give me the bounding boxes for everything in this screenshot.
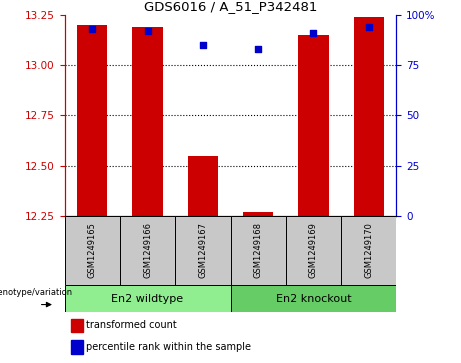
Text: genotype/variation: genotype/variation xyxy=(0,288,72,297)
Text: GSM1249170: GSM1249170 xyxy=(364,223,373,278)
Bar xyxy=(132,26,163,216)
Text: GSM1249169: GSM1249169 xyxy=(309,223,318,278)
Bar xyxy=(298,35,329,216)
Text: GSM1249168: GSM1249168 xyxy=(254,223,263,278)
Text: GSM1249167: GSM1249167 xyxy=(198,223,207,278)
Point xyxy=(310,30,317,36)
Bar xyxy=(77,25,107,216)
Point xyxy=(199,42,207,48)
Bar xyxy=(354,17,384,216)
Bar xyxy=(243,212,273,216)
Bar xyxy=(188,155,218,216)
Bar xyxy=(120,216,175,285)
Bar xyxy=(65,285,230,312)
Text: GSM1249166: GSM1249166 xyxy=(143,223,152,278)
Bar xyxy=(230,285,396,312)
Bar xyxy=(341,216,396,285)
Text: percentile rank within the sample: percentile rank within the sample xyxy=(86,342,251,352)
Text: En2 wildtype: En2 wildtype xyxy=(112,294,183,303)
Text: GSM1249165: GSM1249165 xyxy=(88,223,97,278)
Title: GDS6016 / A_51_P342481: GDS6016 / A_51_P342481 xyxy=(144,0,317,13)
Bar xyxy=(71,319,83,332)
Point xyxy=(254,46,262,52)
Text: En2 knockout: En2 knockout xyxy=(276,294,351,303)
Bar xyxy=(71,340,83,354)
Point xyxy=(144,28,151,33)
Bar xyxy=(175,216,230,285)
Bar xyxy=(230,216,286,285)
Point xyxy=(365,24,372,29)
Point xyxy=(89,26,96,32)
Bar xyxy=(286,216,341,285)
Bar xyxy=(65,216,120,285)
Text: transformed count: transformed count xyxy=(86,321,177,330)
